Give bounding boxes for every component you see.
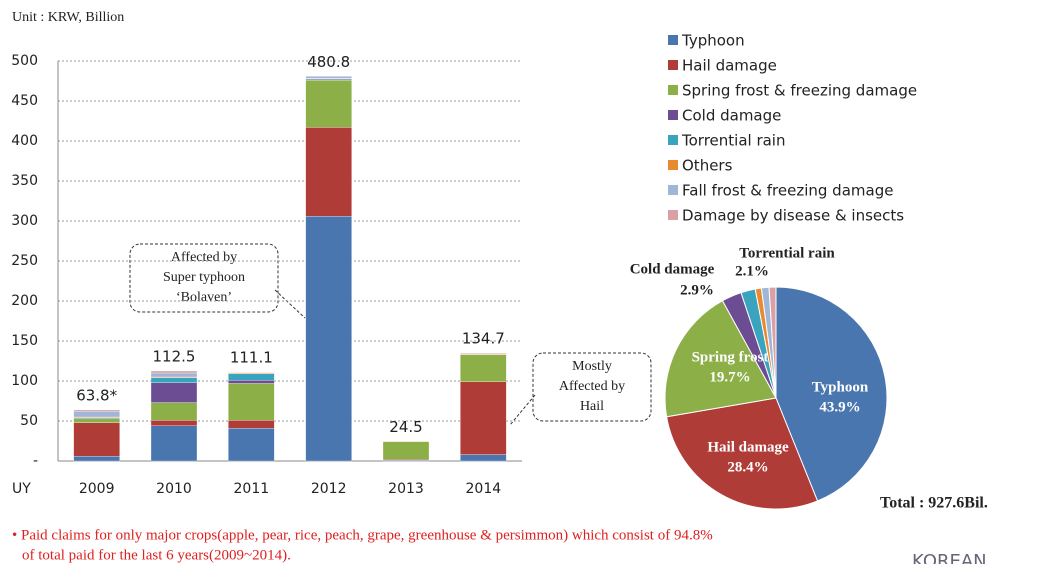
total-label: 134.7 xyxy=(462,330,505,348)
y-tick-label: 250 xyxy=(11,253,38,269)
legend-label: Spring frost & freezing damage xyxy=(682,82,917,100)
legend-swatch xyxy=(668,210,678,220)
callout-box xyxy=(532,352,652,422)
pie-label: Typhoon xyxy=(812,379,869,395)
legend-label: Fall frost & freezing damage xyxy=(682,182,893,200)
legend-label: Others xyxy=(682,157,733,175)
bar-segment xyxy=(305,127,352,217)
bar-segment xyxy=(228,428,275,462)
pie-label: Cold damage xyxy=(630,261,715,277)
unit-label: Unit : KRW, Billion xyxy=(12,10,124,25)
pie-value-label: 43.9% xyxy=(819,399,860,415)
callout-line xyxy=(274,289,306,319)
y-tick-label: 350 xyxy=(11,173,38,189)
bar-segment xyxy=(150,425,198,462)
bar-segment xyxy=(73,409,120,412)
total-label: 24.5 xyxy=(389,418,422,436)
pie-value-label: 2.1% xyxy=(735,263,769,279)
legend-label: Typhoon xyxy=(681,32,745,50)
pie-label: Spring frost xyxy=(692,349,769,365)
legend-label: Hail damage xyxy=(682,57,777,75)
bar-segment xyxy=(150,377,198,383)
bar-segment xyxy=(150,402,198,421)
legend-label: Damage by disease & insects xyxy=(682,207,904,225)
x-axis-label: UY xyxy=(12,481,31,497)
legend-swatch xyxy=(668,60,678,70)
legend-label: Cold damage xyxy=(682,107,781,125)
pie-slice xyxy=(666,397,819,510)
bar-segment xyxy=(150,382,198,403)
legend-swatch xyxy=(668,85,678,95)
bar-segment xyxy=(228,383,275,421)
pie-slice xyxy=(664,300,777,418)
y-tick-label: 450 xyxy=(11,93,38,109)
bar-segment xyxy=(228,380,275,384)
x-tick-label: 2010 xyxy=(156,481,192,497)
bar-segment xyxy=(305,80,352,128)
legend-swatch xyxy=(668,160,678,170)
pie-label: Hail damage xyxy=(707,439,789,455)
bar-segment xyxy=(460,354,507,382)
footnote: of total paid for the last 6 years(2009~… xyxy=(22,547,291,563)
bar-segment xyxy=(460,454,507,462)
legend-swatch xyxy=(668,35,678,45)
x-tick-label: 2012 xyxy=(311,481,347,497)
logo: KOREAN xyxy=(912,551,987,564)
legend-swatch xyxy=(668,135,678,145)
x-tick-label: 2011 xyxy=(234,481,270,497)
bar-segment xyxy=(305,76,352,79)
bar-segment xyxy=(460,353,507,355)
callout-text: Mostly xyxy=(572,359,612,374)
bar-segment xyxy=(460,381,507,455)
callout-text: ‘Bolaven’ xyxy=(176,290,232,305)
legend-label: Torrential rain xyxy=(681,132,785,150)
y-tick-label: 300 xyxy=(11,213,38,229)
bar-segment xyxy=(150,370,198,374)
pie-label: Torrential rain xyxy=(739,245,835,261)
total-label: 111.1 xyxy=(230,349,273,367)
callout-line xyxy=(509,394,536,426)
pie-value-label: 28.4% xyxy=(727,459,768,475)
callout-text: Hail xyxy=(580,399,604,414)
callout-text: Super typhoon xyxy=(163,270,245,285)
y-tick-label: 100 xyxy=(11,373,38,389)
pie-total: Total : 927.6Bil. xyxy=(880,495,988,512)
bar-segment xyxy=(150,372,198,378)
y-tick-label: 200 xyxy=(11,293,38,309)
bar-segment xyxy=(382,441,430,460)
callout-text: Affected by xyxy=(171,250,237,265)
y-tick-label: 150 xyxy=(11,333,38,349)
footnote: • Paid claims for only major crops(apple… xyxy=(12,527,713,543)
bar-segment xyxy=(73,422,120,457)
bar-segment xyxy=(73,456,120,462)
pie-slice xyxy=(775,286,888,502)
y-tick-label: 500 xyxy=(11,53,38,69)
bar-segment xyxy=(305,216,352,462)
pie-slice xyxy=(768,286,777,399)
x-tick-label: 2009 xyxy=(79,481,115,497)
legend-swatch xyxy=(668,110,678,120)
bar-segment xyxy=(73,418,120,423)
total-label: 480.8 xyxy=(307,53,350,71)
bar-segment xyxy=(150,420,198,426)
x-tick-label: 2013 xyxy=(388,481,424,497)
bar-segment xyxy=(228,420,275,429)
x-tick-label: 2014 xyxy=(466,481,502,497)
legend-swatch xyxy=(668,185,678,195)
pie-value-label: 2.9% xyxy=(680,282,714,298)
bar-segment xyxy=(73,411,120,418)
total-label: 63.8* xyxy=(76,386,117,404)
pie-value-label: 19.7% xyxy=(709,369,750,385)
y-tick-label: 50 xyxy=(20,413,38,429)
total-label: 112.5 xyxy=(153,348,196,366)
y-tick-label: 400 xyxy=(11,133,38,149)
callout-text: Affected by xyxy=(559,379,625,394)
bar-segment xyxy=(228,373,275,381)
y-tick-label: - xyxy=(33,453,38,469)
